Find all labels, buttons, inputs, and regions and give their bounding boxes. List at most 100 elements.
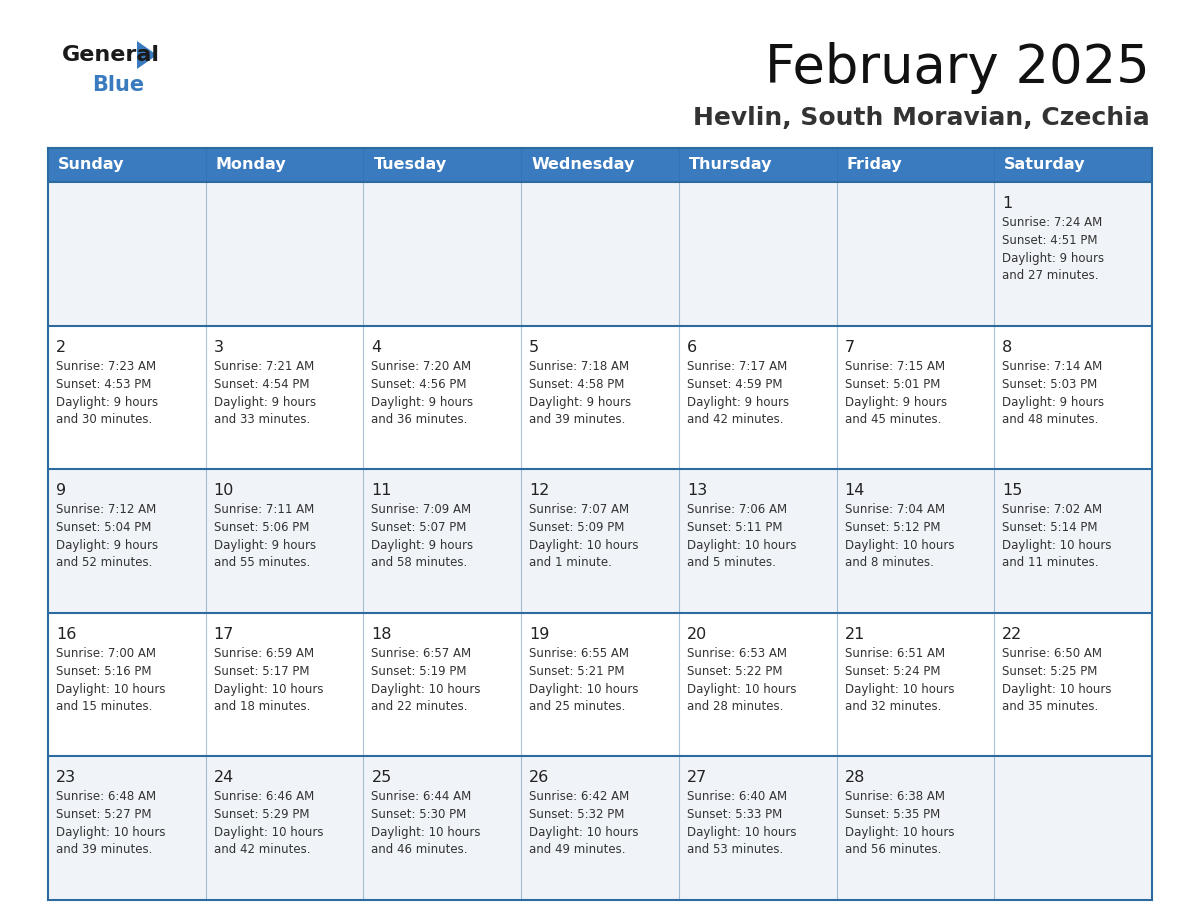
Text: Daylight: 9 hours
and 45 minutes.: Daylight: 9 hours and 45 minutes. (845, 396, 947, 426)
Text: Daylight: 10 hours
and 5 minutes.: Daylight: 10 hours and 5 minutes. (687, 539, 796, 569)
Text: Sunset: 5:27 PM: Sunset: 5:27 PM (56, 809, 152, 822)
Text: Sunrise: 7:18 AM: Sunrise: 7:18 AM (529, 360, 630, 373)
Text: Daylight: 10 hours
and 8 minutes.: Daylight: 10 hours and 8 minutes. (845, 539, 954, 569)
Text: Sunset: 5:04 PM: Sunset: 5:04 PM (56, 521, 151, 534)
Text: Daylight: 9 hours
and 52 minutes.: Daylight: 9 hours and 52 minutes. (56, 539, 158, 569)
Text: Sunrise: 6:40 AM: Sunrise: 6:40 AM (687, 790, 786, 803)
Bar (48, 469, 206, 613)
Text: Sunset: 5:25 PM: Sunset: 5:25 PM (1003, 665, 1098, 677)
Text: Sunrise: 7:02 AM: Sunrise: 7:02 AM (1003, 503, 1102, 516)
Text: Sunrise: 7:06 AM: Sunrise: 7:06 AM (687, 503, 786, 516)
Text: Sunset: 5:33 PM: Sunset: 5:33 PM (687, 809, 782, 822)
Bar (994, 148, 1152, 182)
Bar (364, 182, 522, 326)
Text: Sunrise: 6:53 AM: Sunrise: 6:53 AM (687, 647, 786, 660)
Text: Sunset: 5:17 PM: Sunset: 5:17 PM (214, 665, 309, 677)
Text: Sunrise: 6:48 AM: Sunrise: 6:48 AM (56, 790, 156, 803)
Text: Daylight: 10 hours
and 35 minutes.: Daylight: 10 hours and 35 minutes. (1003, 683, 1112, 712)
Text: 8: 8 (1003, 340, 1012, 354)
Bar (678, 182, 836, 326)
Text: Wednesday: Wednesday (531, 158, 634, 173)
Text: 3: 3 (214, 340, 223, 354)
Text: Thursday: Thursday (689, 158, 772, 173)
Text: Sunset: 5:12 PM: Sunset: 5:12 PM (845, 521, 940, 534)
Text: Sunrise: 7:00 AM: Sunrise: 7:00 AM (56, 647, 156, 660)
Text: Sunrise: 6:55 AM: Sunrise: 6:55 AM (529, 647, 630, 660)
Bar (48, 148, 206, 182)
Text: Daylight: 9 hours
and 30 minutes.: Daylight: 9 hours and 30 minutes. (56, 396, 158, 426)
Text: Sunset: 5:06 PM: Sunset: 5:06 PM (214, 521, 309, 534)
Text: Sunrise: 7:20 AM: Sunrise: 7:20 AM (372, 360, 472, 373)
Bar (206, 148, 364, 182)
Text: Daylight: 9 hours
and 39 minutes.: Daylight: 9 hours and 39 minutes. (529, 396, 631, 426)
Text: Sunset: 5:21 PM: Sunset: 5:21 PM (529, 665, 625, 677)
Text: 6: 6 (687, 340, 697, 354)
Bar (48, 756, 206, 900)
Text: Daylight: 10 hours
and 49 minutes.: Daylight: 10 hours and 49 minutes. (529, 826, 639, 856)
Text: 11: 11 (372, 483, 392, 498)
Text: Sunrise: 7:09 AM: Sunrise: 7:09 AM (372, 503, 472, 516)
Bar (836, 756, 994, 900)
Text: Sunrise: 6:38 AM: Sunrise: 6:38 AM (845, 790, 944, 803)
Bar (678, 326, 836, 469)
Text: 20: 20 (687, 627, 707, 642)
Bar (206, 756, 364, 900)
Text: Sunset: 5:01 PM: Sunset: 5:01 PM (845, 377, 940, 390)
Text: Sunrise: 7:12 AM: Sunrise: 7:12 AM (56, 503, 157, 516)
Text: 26: 26 (529, 770, 549, 786)
Text: Daylight: 10 hours
and 1 minute.: Daylight: 10 hours and 1 minute. (529, 539, 639, 569)
Text: 2: 2 (56, 340, 67, 354)
Bar (48, 182, 206, 326)
Text: Sunrise: 7:14 AM: Sunrise: 7:14 AM (1003, 360, 1102, 373)
Text: Sunrise: 7:21 AM: Sunrise: 7:21 AM (214, 360, 314, 373)
Text: 19: 19 (529, 627, 550, 642)
Text: Sunset: 5:29 PM: Sunset: 5:29 PM (214, 809, 309, 822)
Bar (678, 148, 836, 182)
Text: Sunrise: 7:23 AM: Sunrise: 7:23 AM (56, 360, 156, 373)
Text: Sunrise: 7:04 AM: Sunrise: 7:04 AM (845, 503, 944, 516)
Text: Daylight: 10 hours
and 32 minutes.: Daylight: 10 hours and 32 minutes. (845, 683, 954, 712)
Text: 27: 27 (687, 770, 707, 786)
Text: Daylight: 10 hours
and 42 minutes.: Daylight: 10 hours and 42 minutes. (214, 826, 323, 856)
Text: Sunset: 4:53 PM: Sunset: 4:53 PM (56, 377, 151, 390)
Text: Tuesday: Tuesday (373, 158, 447, 173)
Text: Sunrise: 7:24 AM: Sunrise: 7:24 AM (1003, 216, 1102, 229)
Text: 24: 24 (214, 770, 234, 786)
Text: Sunset: 4:54 PM: Sunset: 4:54 PM (214, 377, 309, 390)
Text: Sunset: 5:14 PM: Sunset: 5:14 PM (1003, 521, 1098, 534)
Text: 12: 12 (529, 483, 550, 498)
Text: Sunset: 5:32 PM: Sunset: 5:32 PM (529, 809, 625, 822)
Text: 23: 23 (56, 770, 76, 786)
Text: Sunset: 5:07 PM: Sunset: 5:07 PM (372, 521, 467, 534)
Bar (522, 182, 678, 326)
Text: Sunrise: 6:59 AM: Sunrise: 6:59 AM (214, 647, 314, 660)
Text: 5: 5 (529, 340, 539, 354)
Text: Sunrise: 7:17 AM: Sunrise: 7:17 AM (687, 360, 788, 373)
Text: Blue: Blue (91, 75, 144, 95)
Text: Daylight: 9 hours
and 58 minutes.: Daylight: 9 hours and 58 minutes. (372, 539, 474, 569)
Bar (994, 613, 1152, 756)
Text: Sunset: 5:03 PM: Sunset: 5:03 PM (1003, 377, 1098, 390)
Text: 4: 4 (372, 340, 381, 354)
Bar (364, 326, 522, 469)
Bar (206, 613, 364, 756)
Text: Daylight: 10 hours
and 11 minutes.: Daylight: 10 hours and 11 minutes. (1003, 539, 1112, 569)
Bar (836, 469, 994, 613)
Text: Sunset: 5:22 PM: Sunset: 5:22 PM (687, 665, 783, 677)
Text: Daylight: 10 hours
and 25 minutes.: Daylight: 10 hours and 25 minutes. (529, 683, 639, 712)
Text: 10: 10 (214, 483, 234, 498)
Text: Sunrise: 6:57 AM: Sunrise: 6:57 AM (372, 647, 472, 660)
Text: Daylight: 10 hours
and 53 minutes.: Daylight: 10 hours and 53 minutes. (687, 826, 796, 856)
Bar (364, 613, 522, 756)
Bar (48, 613, 206, 756)
Text: Daylight: 10 hours
and 15 minutes.: Daylight: 10 hours and 15 minutes. (56, 683, 165, 712)
Text: Daylight: 10 hours
and 39 minutes.: Daylight: 10 hours and 39 minutes. (56, 826, 165, 856)
Text: 7: 7 (845, 340, 854, 354)
Text: Daylight: 9 hours
and 48 minutes.: Daylight: 9 hours and 48 minutes. (1003, 396, 1105, 426)
Text: Daylight: 9 hours
and 42 minutes.: Daylight: 9 hours and 42 minutes. (687, 396, 789, 426)
Text: 22: 22 (1003, 627, 1023, 642)
Bar (522, 756, 678, 900)
Bar (522, 326, 678, 469)
Bar (48, 326, 206, 469)
Text: Daylight: 10 hours
and 22 minutes.: Daylight: 10 hours and 22 minutes. (372, 683, 481, 712)
